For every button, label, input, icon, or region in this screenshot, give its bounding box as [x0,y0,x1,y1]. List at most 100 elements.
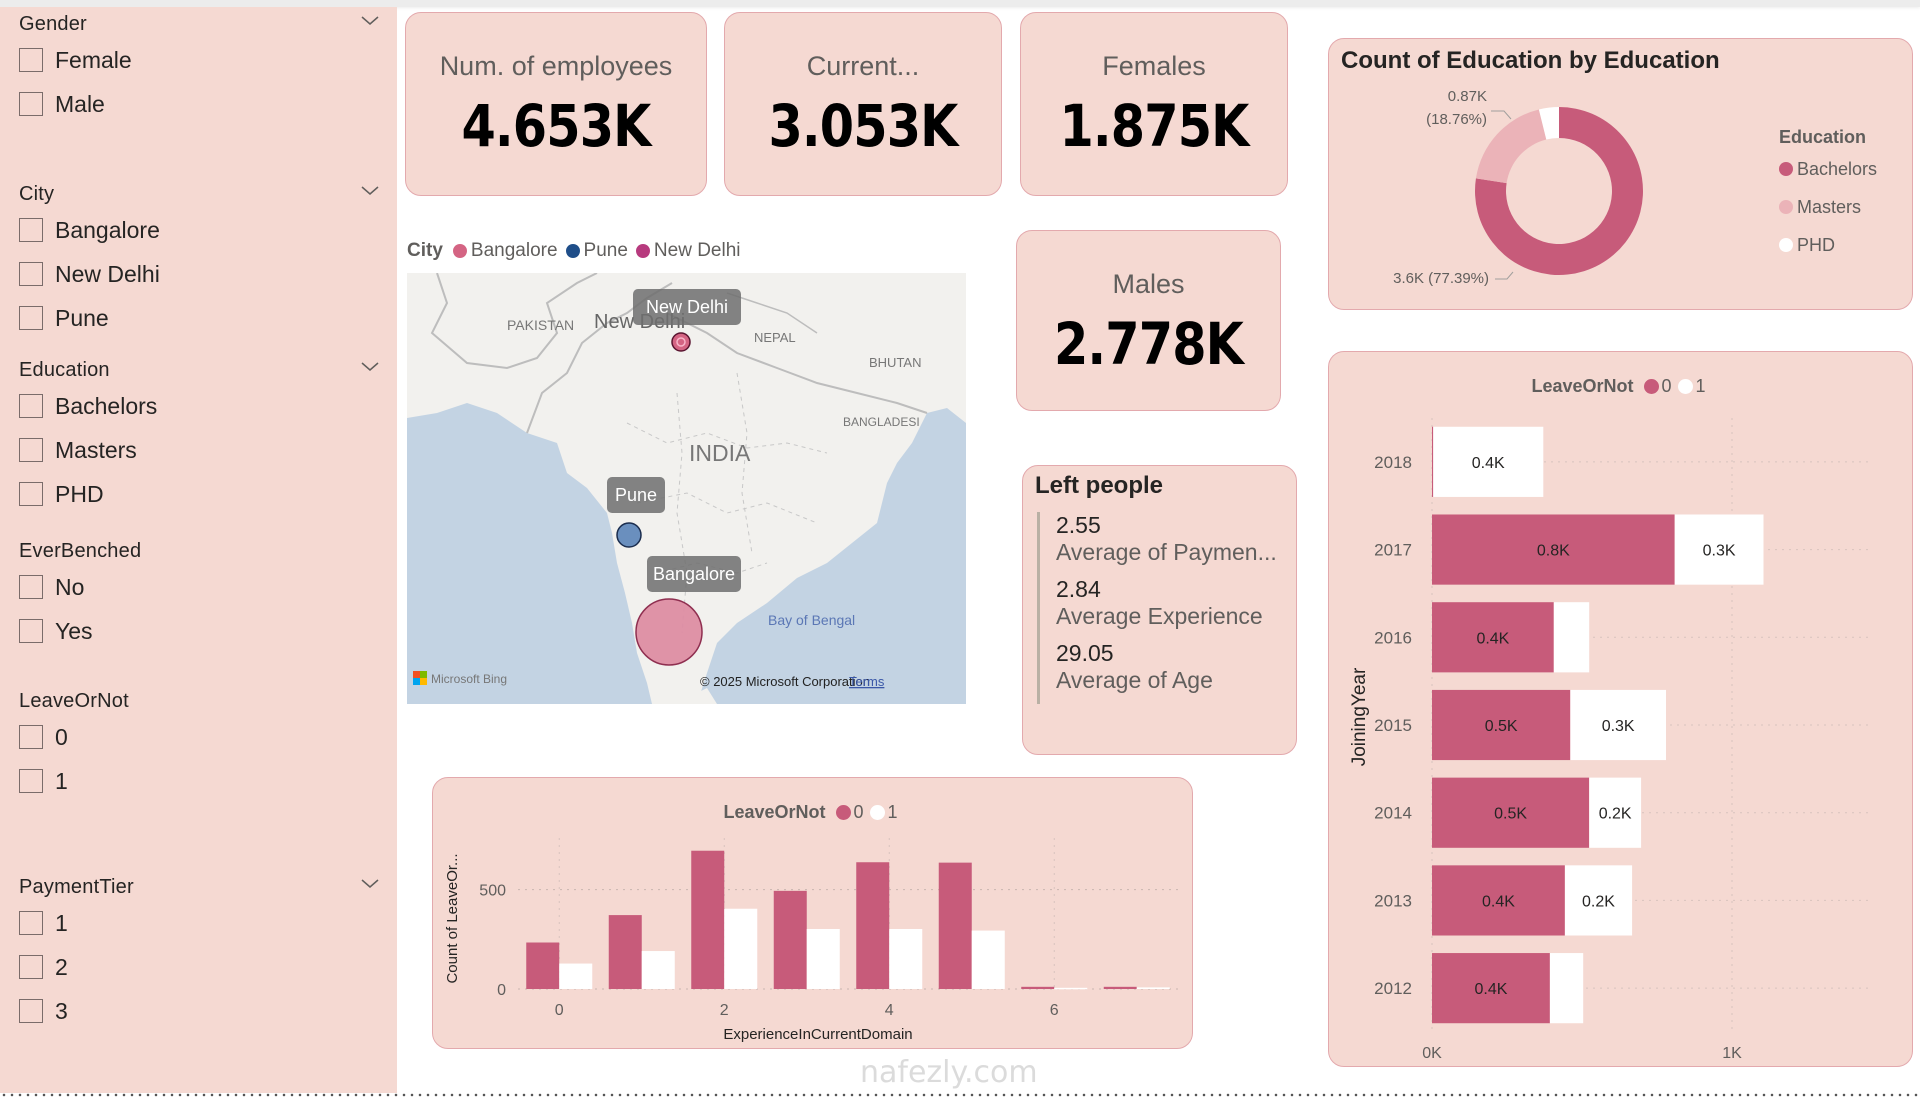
slicer-option[interactable]: Male [19,82,379,126]
city-map[interactable]: PAKISTAN New Delhi NEPAL BHUTAN BANGLADE… [407,273,966,704]
experience-column-chart-card[interactable]: LeaveOrNot 0 1 0 500 0 2 4 6 ExperienceInCurren… [432,777,1193,1049]
checkbox[interactable] [19,955,43,979]
column-bar-exp4-s0[interactable] [856,862,890,989]
column-bar-exp7-s0[interactable] [1103,986,1137,989]
donut-slice-phd[interactable] [1538,107,1559,140]
checkbox[interactable] [19,999,43,1023]
map-terms-link[interactable]: Terms [849,674,885,689]
slicer-option-label: Pune [55,304,109,331]
chevron-down-icon[interactable] [361,14,379,28]
joining-year-bar-chart-card[interactable]: LeaveOrNot 0 1 0K 1K 2018 0.4K 2017 0.8K 0.3K 20… [1328,351,1913,1067]
chevron-down-icon[interactable] [361,184,379,198]
column-bar-exp3-s1[interactable] [806,928,840,989]
slicer-option[interactable]: 0 [19,715,379,759]
checkbox[interactable] [19,482,43,506]
slicer-option[interactable]: Bangalore [19,208,379,252]
slicer-option[interactable]: Masters [19,428,379,472]
x-tick-label: 6 [1050,1002,1059,1019]
checkbox[interactable] [19,394,43,418]
legend-item-bangalore[interactable]: Bangalore [452,240,558,262]
column-bar-exp1-s0[interactable] [608,915,642,989]
checkbox[interactable] [19,769,43,793]
legend-item-1[interactable]: 1 [869,802,898,823]
column-bar-exp4-s1[interactable] [889,928,923,989]
slicer-option[interactable]: 1 [19,901,379,945]
slicer-option[interactable]: Pune [19,296,379,340]
bubble-pune[interactable] [616,522,642,548]
checkbox[interactable] [19,725,43,749]
column-bar-exp0-s1[interactable] [559,963,593,989]
legend-item-0[interactable]: 0 [1643,376,1672,397]
bar-2012-s0[interactable] [1432,953,1550,1024]
donut-legend-title: Education [1779,127,1866,147]
column-bar-exp7-s1[interactable] [1136,987,1170,989]
donut-legend-item[interactable]: Masters [1797,197,1861,217]
checkbox[interactable] [19,48,43,72]
column-bar-exp3-s0[interactable] [773,890,807,989]
legend-item-pune[interactable]: Pune [565,240,628,262]
kpi-card-employees[interactable]: Num. of employees 4.653K [405,12,707,196]
slicer-option[interactable]: No [19,565,379,609]
chevron-down-icon[interactable] [361,360,379,374]
checkbox[interactable] [19,262,43,286]
legend-item-0[interactable]: 0 [835,802,864,823]
bar-2017-s1[interactable] [1674,514,1764,585]
donut-slice-bachelors[interactable] [1475,107,1643,275]
checkbox[interactable] [19,218,43,242]
legend-item-1[interactable]: 1 [1677,376,1706,397]
column-bar-exp5-s1[interactable] [971,930,1005,989]
bar-2014-s0[interactable] [1432,777,1590,848]
label-bangladesh: BANGLADESI [843,415,920,429]
slicer-option[interactable]: 2 [19,945,379,989]
column-bar-exp6-s0[interactable] [1021,986,1055,989]
column-bar-exp6-s1[interactable] [1054,987,1088,990]
slicer-option[interactable]: PHD [19,472,379,516]
bubble-bangalore[interactable] [635,598,703,666]
map-canvas[interactable]: PAKISTAN New Delhi NEPAL BHUTAN BANGLADE… [407,273,966,704]
slicer-option[interactable]: New Delhi [19,252,379,296]
bar-data-label: 0.3K [1602,718,1635,735]
bar-2016-s1[interactable] [1553,602,1590,673]
bar-2014-s1[interactable] [1589,777,1642,848]
column-bar-exp1-s1[interactable] [641,951,675,989]
legend-dot-icon [635,244,650,258]
education-donut-card[interactable]: Count of Education by Education 0.87K (18… [1328,38,1913,310]
slicer-option[interactable]: Bachelors [19,384,379,428]
bar-2013-s0[interactable] [1432,865,1565,936]
slicer-option[interactable]: 3 [19,989,379,1033]
bubble-new-delhi[interactable] [671,332,691,352]
kpi-card-females[interactable]: Females 1.875K [1020,12,1288,196]
kpi-card-current[interactable]: Current... 3.053K [724,12,1002,196]
kpi-card-males[interactable]: Males 2.778K [1016,230,1281,411]
bar-2018-s1[interactable] [1433,426,1544,497]
slicer-option[interactable]: Female [19,38,379,82]
chevron-down-icon[interactable] [361,877,379,891]
bar-2016-s0[interactable] [1432,602,1554,673]
slicer-option[interactable]: 1 [19,759,379,803]
checkbox[interactable] [19,911,43,935]
bar-2013-s1[interactable] [1564,865,1633,936]
checkbox[interactable] [19,619,43,643]
bar-2015-s1[interactable] [1570,689,1666,761]
bar-2018-s0[interactable] [1432,426,1434,497]
bar-2015-s0[interactable] [1432,689,1571,761]
bar-2017-s0[interactable] [1432,514,1675,585]
left-people-card[interactable]: Left people 2.55 Average of Paymen... 2.84… [1022,465,1297,755]
legend-item-new-delhi[interactable]: New Delhi [635,240,741,262]
donut-slice-masters[interactable] [1475,109,1547,184]
donut-legend-item[interactable]: Bachelors [1797,159,1877,179]
bar-data-label: 0.4K [1482,893,1515,910]
donut-legend-item[interactable]: PHD [1797,235,1835,255]
bar-2012-s1[interactable] [1549,953,1584,1024]
checkbox[interactable] [19,306,43,330]
checkbox[interactable] [19,438,43,462]
slicer-option[interactable]: Yes [19,609,379,653]
donut-title: Count of Education by Education [1341,47,1720,74]
column-bar-exp2-s0[interactable] [691,850,725,989]
column-bar-exp2-s1[interactable] [724,908,758,989]
checkbox[interactable] [19,575,43,599]
column-bar-exp5-s0[interactable] [938,862,972,989]
column-bar-exp0-s0[interactable] [526,942,560,989]
checkbox[interactable] [19,92,43,116]
donut-chart: 0.87K (18.76%) 3.6K (77.39%) Education Bache… [1393,88,1877,287]
